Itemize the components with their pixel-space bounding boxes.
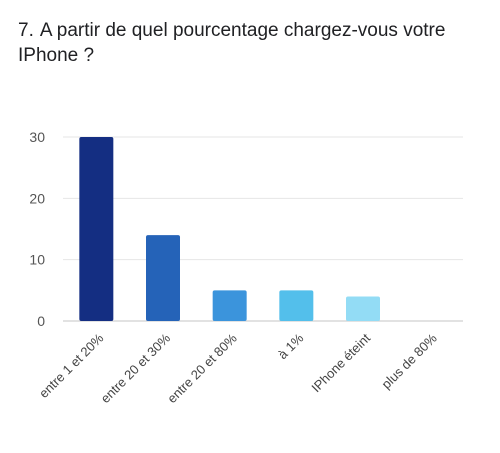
y-tick-label: 10 (29, 252, 45, 268)
x-tick-label: entre 20 et 80% (164, 330, 240, 406)
x-tick-label: entre 20 et 30% (98, 330, 174, 406)
x-tick-label: entre 1 et 20% (36, 330, 107, 401)
x-tick-label: à 1% (275, 330, 307, 362)
bar-4 (346, 296, 380, 321)
bar-3 (279, 290, 314, 321)
x-tick-label: IPhone éteint (308, 330, 373, 395)
y-tick-label: 0 (37, 313, 45, 329)
y-tick-label: 30 (29, 129, 45, 145)
bar-2 (212, 290, 247, 321)
question-text: A partir de quel pourcentage chargez-vou… (18, 20, 446, 66)
question-number: 7. (18, 20, 34, 41)
question-title: 7. A partir de quel pourcentage chargez-v… (18, 18, 488, 68)
bar-0 (79, 137, 114, 321)
bar-1 (146, 235, 180, 321)
x-tick-label: plus de 80% (379, 330, 441, 392)
y-tick-label: 20 (29, 190, 45, 206)
